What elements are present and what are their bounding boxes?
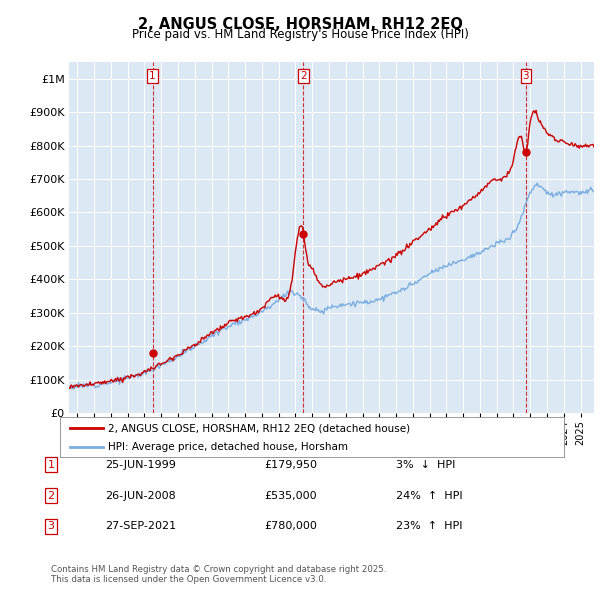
Text: 1: 1 <box>149 71 156 81</box>
Text: 3: 3 <box>523 71 529 81</box>
Text: 1: 1 <box>47 460 55 470</box>
Text: 24%  ↑  HPI: 24% ↑ HPI <box>396 491 463 500</box>
Text: HPI: Average price, detached house, Horsham: HPI: Average price, detached house, Hors… <box>108 442 348 452</box>
Text: £780,000: £780,000 <box>264 522 317 531</box>
Text: 2, ANGUS CLOSE, HORSHAM, RH12 2EQ: 2, ANGUS CLOSE, HORSHAM, RH12 2EQ <box>137 17 463 31</box>
Text: 3: 3 <box>47 522 55 531</box>
Text: 2: 2 <box>47 491 55 500</box>
Text: 26-JUN-2008: 26-JUN-2008 <box>105 491 176 500</box>
Text: 2: 2 <box>300 71 307 81</box>
Text: £179,950: £179,950 <box>264 460 317 470</box>
Text: 25-JUN-1999: 25-JUN-1999 <box>105 460 176 470</box>
Text: 3%  ↓  HPI: 3% ↓ HPI <box>396 460 455 470</box>
Text: Contains HM Land Registry data © Crown copyright and database right 2025.
This d: Contains HM Land Registry data © Crown c… <box>51 565 386 584</box>
Text: 2, ANGUS CLOSE, HORSHAM, RH12 2EQ (detached house): 2, ANGUS CLOSE, HORSHAM, RH12 2EQ (detac… <box>108 424 410 434</box>
Text: Price paid vs. HM Land Registry's House Price Index (HPI): Price paid vs. HM Land Registry's House … <box>131 28 469 41</box>
Text: £535,000: £535,000 <box>264 491 317 500</box>
Text: 27-SEP-2021: 27-SEP-2021 <box>105 522 176 531</box>
Text: 23%  ↑  HPI: 23% ↑ HPI <box>396 522 463 531</box>
